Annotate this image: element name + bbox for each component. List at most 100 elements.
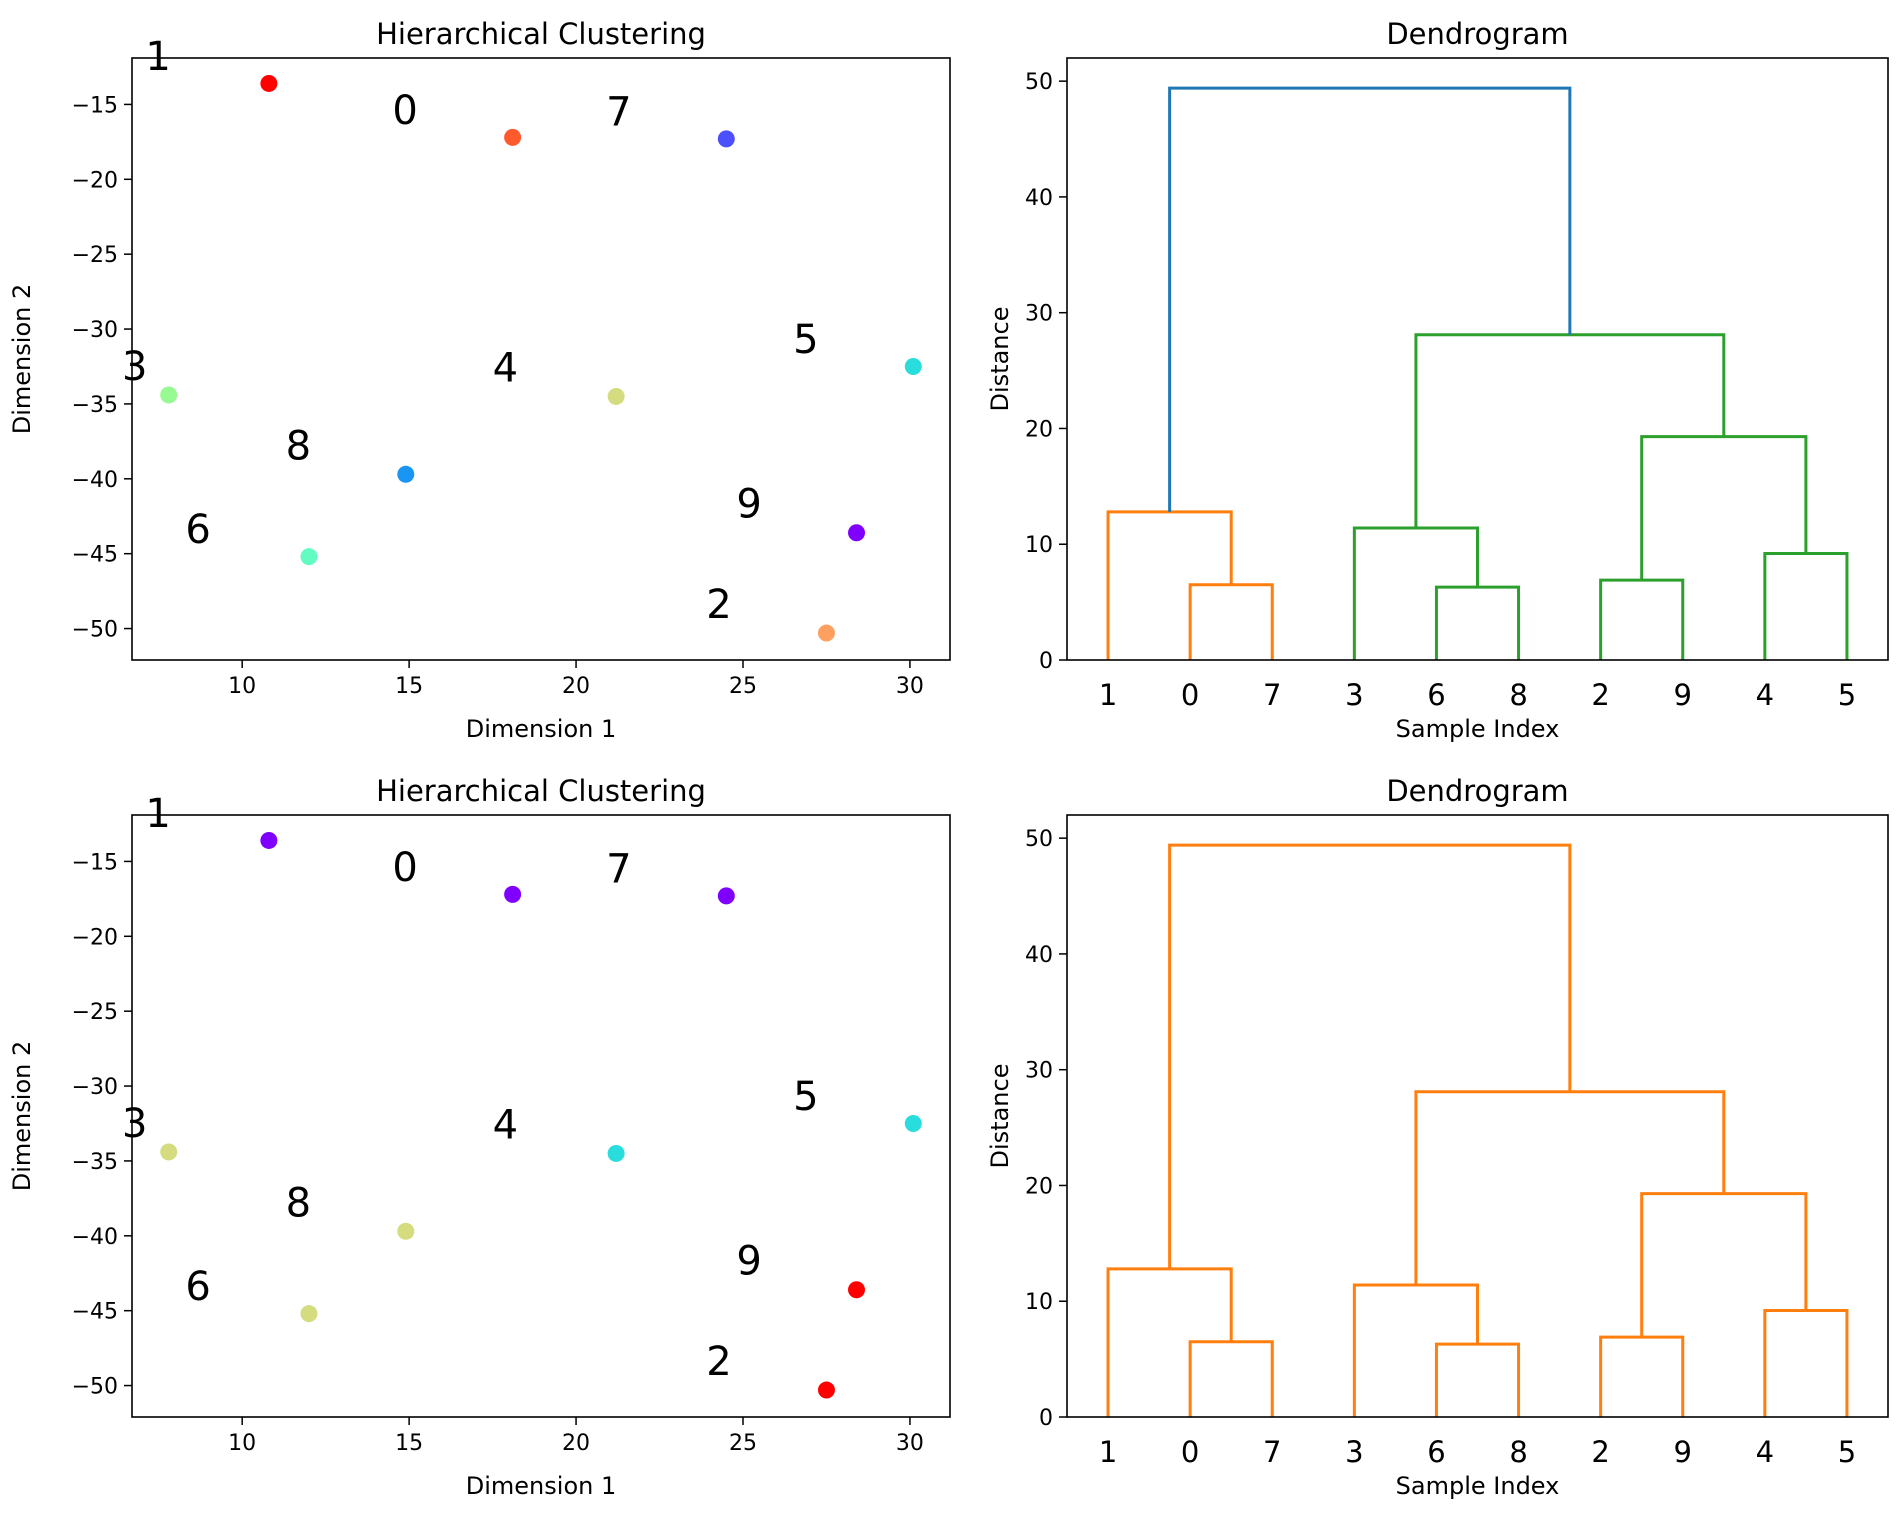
y-tick-label: −20 (72, 925, 118, 950)
y-tick-label: −45 (72, 1300, 118, 1325)
leaf-label: 4 (1756, 678, 1774, 712)
point-label: 7 (606, 89, 631, 135)
leaf-label: 2 (1591, 1435, 1609, 1469)
point-label: 5 (793, 1074, 818, 1120)
leaf-label: 3 (1345, 678, 1363, 712)
y-tick-label: −30 (72, 1075, 118, 1100)
y-tick-label: 50 (1025, 827, 1053, 852)
leaf-label: 7 (1263, 678, 1281, 712)
point-label: 6 (185, 507, 210, 553)
data-point (817, 624, 835, 642)
y-axis-label: Dimension 2 (8, 284, 36, 434)
y-axis-label: Distance (986, 307, 1014, 412)
data-point (817, 1381, 835, 1399)
x-axis-label: Dimension 1 (466, 715, 616, 743)
plot-frame (1066, 814, 1889, 1418)
x-tick-label: 15 (395, 1431, 423, 1456)
leaf-label: 8 (1509, 1435, 1527, 1469)
data-point (504, 885, 522, 903)
y-tick-label: 40 (1025, 186, 1053, 211)
leaf-label: 1 (1099, 1435, 1117, 1469)
data-point (260, 831, 278, 849)
chart-title: Hierarchical Clustering (376, 774, 706, 808)
x-tick-label: 10 (228, 1431, 256, 1456)
x-tick-label: 25 (729, 1431, 757, 1456)
point-label: 9 (736, 482, 761, 528)
data-point (504, 128, 522, 146)
point-label: 8 (286, 1180, 311, 1226)
point-label: 9 (736, 1239, 761, 1285)
y-tick-label: −15 (72, 850, 118, 875)
chart-title: Dendrogram (1386, 774, 1568, 808)
y-tick-label: 30 (1025, 1059, 1053, 1084)
y-tick-label: −40 (72, 468, 118, 493)
dendrogram-link (1168, 843, 1572, 1269)
y-tick-label: 50 (1025, 70, 1053, 95)
leaf-label: 7 (1263, 1435, 1281, 1469)
data-point (397, 465, 415, 483)
plot-frame (131, 57, 951, 661)
data-point (848, 1281, 866, 1299)
leaf-label: 0 (1181, 1435, 1199, 1469)
leaf-label: 3 (1345, 1435, 1363, 1469)
x-axis-label: Sample Index (1396, 715, 1560, 743)
y-axis-label: Distance (986, 1064, 1014, 1169)
data-point (300, 548, 318, 566)
y-tick-label: 10 (1025, 533, 1053, 558)
point-label: 2 (706, 1339, 731, 1385)
y-tick-label: 30 (1025, 302, 1053, 327)
point-label: 0 (392, 845, 417, 891)
point-label: 5 (793, 317, 818, 363)
y-tick-label: −50 (72, 1375, 118, 1400)
data-point (160, 1143, 178, 1161)
y-tick-label: −35 (72, 393, 118, 418)
x-tick-label: 20 (562, 1431, 590, 1456)
point-label: 0 (392, 88, 417, 134)
y-tick-label: −50 (72, 618, 118, 643)
y-axis-label: Dimension 2 (8, 1041, 36, 1191)
point-label: 6 (185, 1264, 210, 1310)
data-point (717, 130, 735, 148)
leaf-label: 8 (1509, 678, 1527, 712)
scatter-panel-bottom: Hierarchical Clustering Dimension 1 Dimens… (8, 774, 951, 1500)
data-point (160, 386, 178, 404)
x-tick-label: 15 (395, 674, 423, 699)
leaf-label: 9 (1674, 1435, 1692, 1469)
y-tick-label: −25 (72, 243, 118, 268)
y-tick-label: −45 (72, 543, 118, 568)
y-tick-label: 0 (1039, 649, 1053, 674)
x-tick-label: 30 (896, 674, 924, 699)
leaf-label: 4 (1756, 1435, 1774, 1469)
data-point (260, 74, 278, 92)
chart-title: Dendrogram (1386, 17, 1568, 51)
y-tick-label: −25 (72, 1000, 118, 1025)
leaf-label: 9 (1674, 678, 1692, 712)
plot-frame (1066, 57, 1889, 661)
y-tick-label: 10 (1025, 1290, 1053, 1315)
y-tick-label: −35 (72, 1150, 118, 1175)
point-label: 2 (706, 582, 731, 628)
y-tick-label: 0 (1039, 1406, 1053, 1431)
data-point (904, 357, 922, 375)
data-point (397, 1222, 415, 1240)
leaf-label: 6 (1427, 678, 1445, 712)
leaf-label: 0 (1181, 678, 1199, 712)
x-tick-label: 30 (896, 1431, 924, 1456)
x-axis-label: Dimension 1 (466, 1472, 616, 1500)
x-axis-label: Sample Index (1396, 1472, 1560, 1500)
point-label: 3 (122, 1101, 147, 1147)
y-tick-label: 20 (1025, 417, 1053, 442)
data-point (848, 524, 866, 542)
point-label: 4 (493, 1102, 518, 1148)
scatter-panel-top: Hierarchical Clustering Dimension 1 Dimens… (8, 17, 951, 743)
x-tick-label: 10 (228, 674, 256, 699)
y-tick-label: −20 (72, 168, 118, 193)
dendrogram-link (1168, 86, 1572, 512)
x-tick-label: 20 (562, 674, 590, 699)
y-tick-label: 20 (1025, 1174, 1053, 1199)
data-point (717, 887, 735, 905)
point-label: 1 (145, 34, 170, 80)
data-point (300, 1305, 318, 1323)
